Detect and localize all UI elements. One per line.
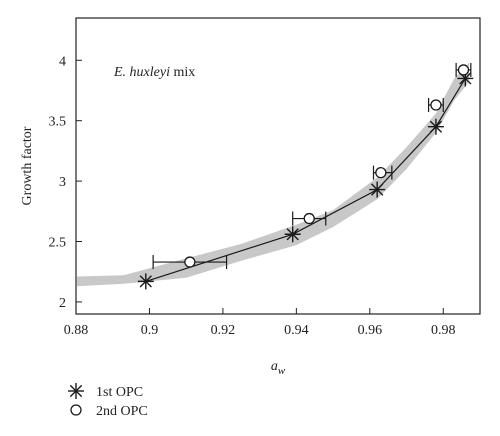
legend-circle-marker bbox=[70, 404, 82, 416]
x-axis-title-main: a bbox=[271, 359, 278, 374]
annotation-suffix: mix bbox=[170, 65, 195, 80]
data-point-1st-opc bbox=[284, 226, 301, 243]
x-tick-label: 0.94 bbox=[284, 323, 309, 338]
y-tick-label: 3 bbox=[59, 175, 66, 190]
asterisk-stroke bbox=[69, 384, 83, 398]
legend-item-1st-opc: 1st OPC bbox=[68, 383, 143, 400]
annotation-species: E. huxleyi bbox=[113, 65, 170, 80]
asterisk-stroke bbox=[139, 275, 152, 288]
x-tick-label: 0.92 bbox=[211, 323, 236, 338]
data-point-2nd-opc bbox=[430, 99, 442, 111]
series-line-layer bbox=[145, 78, 466, 282]
data-point-1st-opc bbox=[427, 118, 444, 135]
annotation: E. huxleyi mix bbox=[113, 65, 195, 80]
data-point-1st-opc bbox=[137, 273, 154, 290]
marker-layer bbox=[137, 62, 474, 290]
plot-frame bbox=[75, 17, 481, 315]
data-point-2nd-opc bbox=[457, 64, 470, 76]
legend-asterisk-marker bbox=[68, 383, 84, 399]
asterisk-stroke bbox=[286, 228, 299, 241]
asterisk-stroke bbox=[429, 120, 443, 133]
y-axis-ticks: 2 2.5 3 3.5 4 bbox=[49, 54, 82, 311]
series-line-1st-opc bbox=[145, 78, 466, 282]
x-tick-label: 0.9 bbox=[141, 323, 159, 338]
data-point-2nd-opc bbox=[303, 212, 315, 225]
legend-label-1st-opc: 1st OPC bbox=[96, 385, 143, 400]
legend-item-2nd-opc: 2nd OPC bbox=[70, 404, 148, 419]
x-tick-label: 0.98 bbox=[431, 323, 456, 338]
legend: 1st OPC 2nd OPC bbox=[68, 383, 148, 419]
data-point-2nd-opc bbox=[375, 166, 387, 179]
x-axis-title-subscript: w bbox=[278, 365, 286, 377]
uncertainty-band bbox=[77, 62, 469, 287]
y-tick-label: 3.5 bbox=[49, 115, 67, 130]
legend-label-2nd-opc: 2nd OPC bbox=[96, 404, 148, 419]
y-tick-label: 2.5 bbox=[49, 236, 67, 251]
legend-circle-symbol bbox=[70, 404, 82, 416]
uncertainty-band-layer bbox=[77, 62, 469, 287]
legend-asterisk-symbol bbox=[68, 383, 84, 399]
x-tick-label: 0.96 bbox=[358, 323, 383, 338]
asterisk-stroke bbox=[459, 72, 472, 85]
y-tick-label: 4 bbox=[59, 54, 66, 69]
y-tick-label: 2 bbox=[59, 296, 66, 311]
data-point-1st-opc bbox=[369, 181, 386, 198]
y-axis-title: Growth factor bbox=[20, 126, 35, 205]
x-tick-label: 0.88 bbox=[64, 323, 89, 338]
x-axis-ticks: 0.88 0.9 0.92 0.94 0.96 0.98 bbox=[64, 308, 456, 338]
x-axis-title: aw bbox=[271, 359, 286, 377]
data-point-2nd-opc bbox=[184, 256, 196, 268]
asterisk-stroke bbox=[371, 183, 384, 196]
